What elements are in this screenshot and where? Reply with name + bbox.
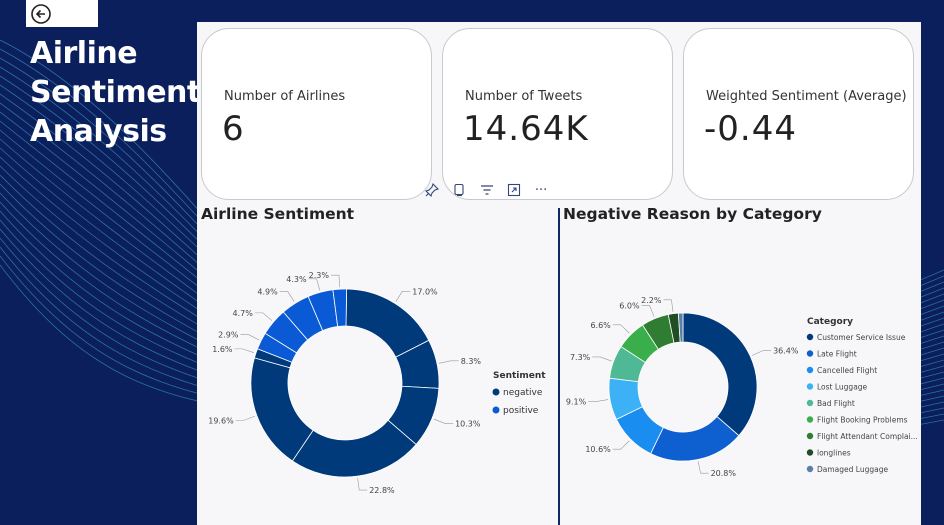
negative-reason-donut-chart[interactable]: 36.4% 20.8% 10.6% 9.1% 7.3% 6.6% 6.0%2.2% Categ… bbox=[561, 232, 921, 522]
legend-item[interactable]: Cancelled Flight bbox=[817, 366, 877, 375]
kpi-label: Number of Airlines bbox=[224, 89, 346, 104]
legend-title: Sentiment bbox=[493, 371, 546, 381]
legend-marker bbox=[806, 465, 814, 473]
more-options-icon[interactable]: ··· bbox=[534, 182, 548, 198]
leader-line bbox=[592, 356, 612, 362]
leader-line bbox=[752, 350, 772, 356]
legend-marker bbox=[806, 416, 814, 423]
leader-line bbox=[279, 291, 295, 302]
slice-data-label: 6.0% bbox=[619, 302, 640, 311]
legend-item[interactable]: Late Flight bbox=[817, 350, 857, 359]
legend-item[interactable]: negative bbox=[503, 388, 543, 398]
slice-data-label: 4.9% bbox=[257, 287, 278, 296]
copy-icon[interactable] bbox=[452, 183, 466, 197]
kpi-value: 14.64K bbox=[463, 109, 589, 149]
slice-data-label: 22.8% bbox=[369, 486, 395, 495]
kpi-card-tweets[interactable]: Number of Tweets 14.64K bbox=[442, 28, 673, 200]
leader-line bbox=[235, 415, 256, 421]
kpi-value: 6 bbox=[222, 109, 245, 149]
legend-item[interactable]: Flight Booking Problems bbox=[817, 416, 908, 425]
leader-line bbox=[330, 274, 340, 288]
kpi-card-airlines[interactable]: Number of Airlines 6 bbox=[201, 28, 432, 200]
slice-data-label: 8.3% bbox=[461, 357, 482, 366]
leader-line bbox=[234, 348, 255, 353]
slice-data-label: 10.3% bbox=[455, 420, 481, 429]
leader-line bbox=[438, 360, 459, 364]
legend-marker bbox=[806, 383, 814, 390]
legend-marker bbox=[806, 333, 814, 341]
kpi-card-sentiment[interactable]: Weighted Sentiment (Average) -0.44 bbox=[683, 28, 914, 200]
leader-line bbox=[433, 418, 454, 424]
donut-slice[interactable] bbox=[682, 312, 758, 437]
legend-item[interactable]: Flight Attendant Complai... bbox=[817, 432, 918, 441]
title-line-2: Sentiment bbox=[30, 75, 201, 110]
legend-marker bbox=[806, 366, 814, 374]
visual-toolbar: ··· bbox=[418, 178, 554, 202]
title-line-1: Airline bbox=[30, 36, 138, 71]
leader-line bbox=[357, 478, 368, 491]
leader-line bbox=[612, 440, 630, 450]
legend-marker bbox=[806, 399, 814, 407]
slice-data-label: 36.4% bbox=[773, 347, 799, 356]
legend-marker bbox=[806, 449, 814, 456]
slice-data-label: 19.6% bbox=[208, 416, 234, 425]
legend-item[interactable]: longlines bbox=[817, 449, 851, 458]
filter-icon[interactable] bbox=[480, 183, 494, 197]
legend-marker bbox=[806, 432, 814, 440]
kpi-value: -0.44 bbox=[704, 109, 797, 149]
legend-item[interactable]: Bad Flight bbox=[817, 399, 855, 408]
slice-data-label: 17.0% bbox=[412, 287, 438, 296]
chart-title-airline-sentiment: Airline Sentiment bbox=[201, 205, 355, 223]
slice-data-label: 4.7% bbox=[233, 309, 254, 318]
leader-line bbox=[663, 299, 674, 312]
leader-line bbox=[588, 399, 609, 402]
leader-line bbox=[254, 312, 273, 321]
slice-data-label: 9.1% bbox=[566, 398, 587, 407]
legend-item[interactable]: Lost Luggage bbox=[817, 383, 868, 392]
report-canvas: Number of Airlines 6 Number of Tweets 14… bbox=[197, 22, 921, 525]
leader-line bbox=[697, 461, 709, 474]
title-line-3: Analysis bbox=[30, 114, 167, 149]
leader-line bbox=[240, 334, 260, 341]
slice-data-label: 10.6% bbox=[585, 445, 611, 454]
slice-data-label: 2.3% bbox=[309, 271, 330, 280]
slice-data-label: 2.9% bbox=[218, 331, 239, 340]
pin-icon[interactable] bbox=[424, 183, 439, 197]
leader-line bbox=[612, 324, 630, 334]
legend-marker bbox=[806, 350, 814, 357]
kpi-label: Number of Tweets bbox=[465, 89, 583, 104]
focus-mode-icon[interactable] bbox=[507, 183, 521, 197]
back-arrow-icon bbox=[31, 3, 51, 24]
legend-marker bbox=[492, 388, 500, 396]
airline-sentiment-donut-chart[interactable]: 17.0% 8.3% 10.3% 22.8% 19.6% 1.6% 2.9% 4.7% 4.9%… bbox=[197, 232, 557, 522]
back-button[interactable] bbox=[26, 0, 98, 27]
dashboard-title: Airline Sentiment Analysis bbox=[30, 34, 201, 151]
slice-data-label: 20.8% bbox=[711, 469, 737, 478]
leader-line bbox=[395, 291, 411, 302]
leader-line bbox=[308, 278, 321, 291]
kpi-label: Weighted Sentiment (Average) bbox=[706, 89, 907, 104]
panel-divider bbox=[558, 208, 560, 525]
legend-item[interactable]: Customer Service Issue bbox=[817, 333, 906, 342]
slice-data-label: 6.6% bbox=[590, 321, 611, 330]
leader-line bbox=[641, 305, 655, 317]
slice-data-label: 4.3% bbox=[286, 275, 307, 284]
legend-item[interactable]: positive bbox=[503, 406, 539, 416]
donut-slice[interactable] bbox=[332, 288, 348, 327]
slice-data-label: 2.2% bbox=[641, 296, 662, 305]
legend-item[interactable]: Damaged Luggage bbox=[817, 465, 888, 474]
legend-title: Category bbox=[807, 317, 853, 327]
chart-title-negative-reason: Negative Reason by Category bbox=[563, 205, 822, 223]
legend-marker bbox=[492, 406, 500, 414]
donut-slice[interactable] bbox=[677, 312, 684, 343]
slice-data-label: 1.6% bbox=[212, 345, 233, 354]
slice-data-label: 7.3% bbox=[570, 353, 591, 362]
